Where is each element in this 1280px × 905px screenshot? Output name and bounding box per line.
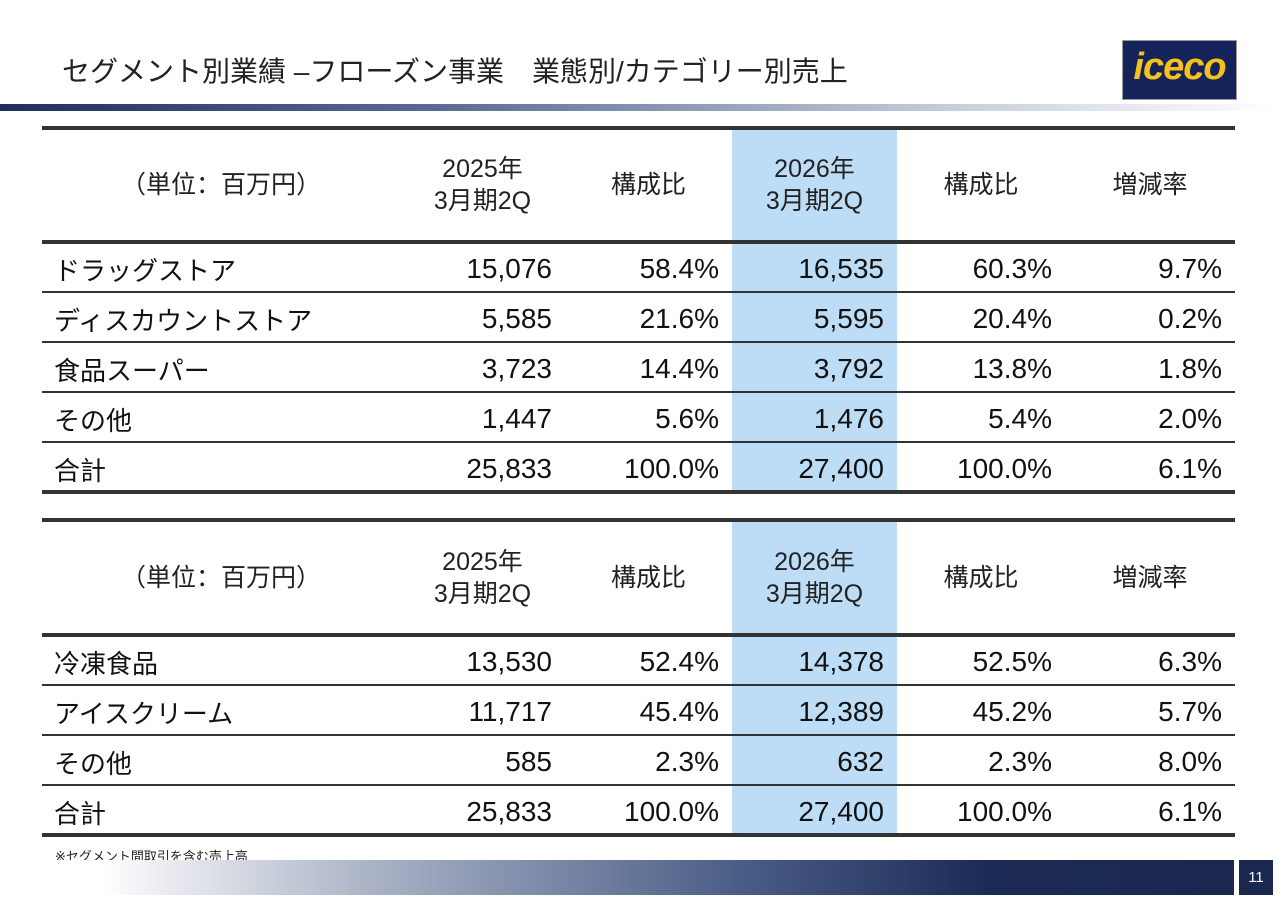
header-cell: 2026年 3月期2Q — [732, 128, 897, 242]
highlight-column — [732, 520, 897, 835]
value-cell: 5,595 — [813, 303, 884, 334]
value-cell: 1,447 — [481, 403, 552, 434]
rule — [42, 518, 1235, 522]
value-cell: 20.4% — [972, 303, 1052, 334]
value-cell: 0.2% — [1158, 303, 1222, 334]
value-cell: 25,833 — [466, 453, 552, 484]
value-cell: 6.1% — [1158, 453, 1222, 484]
row-label: その他 — [54, 405, 133, 436]
value-cell: 100.0% — [957, 796, 1052, 827]
value-cell: 15,076 — [466, 253, 552, 284]
rule — [42, 633, 1235, 637]
value-cell: 45.4% — [639, 696, 719, 727]
row-label: 食品スーパー — [54, 355, 210, 386]
value-cell: 11,717 — [468, 696, 552, 727]
value-cell: 58.4% — [639, 253, 719, 284]
value-cell: 100.0% — [957, 453, 1052, 484]
header-line: 2026年 — [774, 547, 855, 576]
row-rule — [42, 684, 1235, 686]
row-label: アイスクリーム — [54, 698, 234, 729]
header-cell: （単位：百万円） — [120, 563, 321, 592]
value-cell: 6.3% — [1158, 646, 1222, 677]
value-cell: 5.6% — [655, 403, 719, 434]
value-cell: 1.8% — [1158, 353, 1222, 384]
value-cell: 13.8% — [972, 353, 1052, 384]
value-cell: 6.1% — [1158, 796, 1222, 827]
row-label: ドラッグストア — [54, 255, 237, 286]
header-line: 2025年 — [442, 155, 523, 183]
row-rule — [42, 391, 1235, 393]
header-cell: 増減率 — [1112, 171, 1188, 199]
value-cell: 3,792 — [813, 353, 884, 384]
value-cell: 100.0% — [624, 453, 719, 484]
value-cell: 2.3% — [655, 746, 719, 777]
header-cell: 2026年 3月期2Q — [732, 520, 897, 635]
value-cell: 5.7% — [1158, 696, 1222, 727]
rule — [42, 240, 1235, 244]
title-bar — [0, 104, 1280, 111]
row-rule — [42, 341, 1235, 343]
value-cell: 52.5% — [972, 646, 1052, 677]
header-line: 3月期2Q — [433, 579, 532, 608]
rule — [42, 126, 1235, 130]
value-cell: 632 — [837, 746, 884, 777]
row-rule — [42, 784, 1235, 786]
header-cell: 2025年 3月期2Q — [400, 128, 565, 242]
value-cell: 25,833 — [466, 796, 552, 827]
row-label: その他 — [54, 748, 133, 779]
value-cell: 9.7% — [1158, 253, 1222, 284]
value-cell: 27,400 — [798, 796, 884, 827]
header-cell: 構成比 — [610, 563, 686, 592]
title: セグメント別業績 –フローズン事業 業態別/カテゴリー別売上 — [62, 56, 848, 87]
value-cell: 14,378 — [798, 646, 884, 677]
highlight-column — [732, 128, 897, 492]
row-rule — [42, 291, 1235, 293]
value-cell: 5.4% — [988, 403, 1052, 434]
value-cell: 100.0% — [624, 796, 719, 827]
header-cell: 構成比 — [610, 171, 686, 199]
row-label: 合計 — [54, 455, 107, 486]
row-rule — [42, 441, 1235, 443]
header-cell: （単位：百万円） — [120, 171, 321, 199]
value-cell: 2.0% — [1158, 403, 1222, 434]
value-cell: 14.4% — [639, 353, 719, 384]
row-label: ディスカウントストア — [54, 305, 313, 336]
header-cell: 2025年 3月期2Q — [400, 520, 565, 635]
value-cell: 21.6% — [639, 303, 719, 334]
header-cell: 構成比 — [943, 171, 1019, 199]
header-line: 3月期2Q — [433, 187, 532, 215]
footer-bar — [0, 860, 1234, 895]
value-cell: 585 — [505, 746, 552, 777]
value-cell: 13,530 — [466, 646, 552, 677]
value-cell: 5,585 — [481, 303, 552, 334]
header-line: 2026年 — [774, 155, 855, 183]
value-cell: 45.2% — [972, 696, 1052, 727]
header-line: 3月期2Q — [765, 187, 864, 215]
header-line: 2025年 — [442, 547, 523, 576]
value-cell: 16,535 — [798, 253, 884, 284]
rule — [42, 833, 1235, 837]
page-number: 11 — [1239, 860, 1273, 895]
row-rule — [42, 734, 1235, 736]
logo: iceco — [1122, 40, 1237, 100]
rule — [42, 490, 1235, 494]
value-cell: 1,476 — [813, 403, 884, 434]
row-label: 合計 — [54, 798, 107, 829]
value-cell: 2.3% — [988, 746, 1052, 777]
row-label: 冷凍食品 — [54, 648, 159, 679]
value-cell: 3,723 — [481, 353, 552, 384]
header-line: 3月期2Q — [765, 579, 864, 608]
value-cell: 27,400 — [798, 453, 884, 484]
header-cell: 構成比 — [943, 563, 1019, 592]
value-cell: 60.3% — [972, 253, 1052, 284]
value-cell: 52.4% — [639, 646, 719, 677]
value-cell: 8.0% — [1158, 746, 1222, 777]
value-cell: 12,389 — [798, 696, 884, 727]
header-cell: 増減率 — [1112, 563, 1188, 592]
